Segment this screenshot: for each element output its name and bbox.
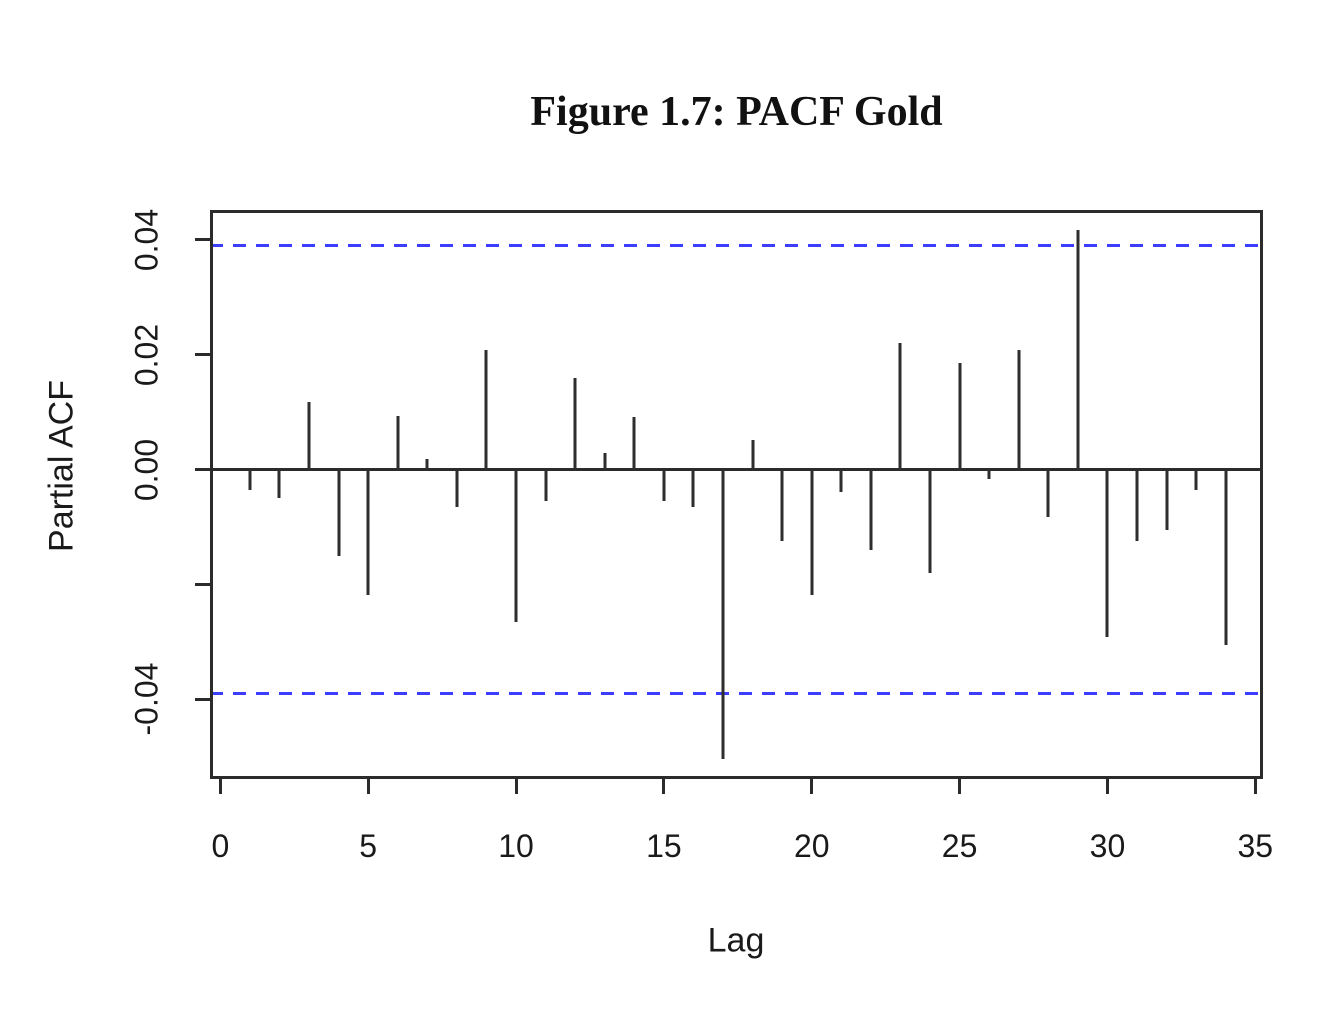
pacf-bar-lag-22: [869, 469, 873, 550]
x-tick-35: [1253, 779, 1257, 794]
pacf-bar-lag-23: [898, 343, 902, 470]
pacf-bar-lag-12: [573, 377, 577, 470]
x-tick-25: [958, 779, 962, 794]
chart-title: Figure 1.7: PACF Gold: [530, 89, 943, 135]
y-tick-label-0.02: 0.02: [128, 323, 165, 386]
x-axis-title: Lag: [707, 921, 765, 960]
pacf-bar-lag-13: [603, 453, 607, 470]
pacf-bar-lag-11: [544, 469, 548, 502]
pacf-bar-lag-6: [396, 415, 400, 470]
pacf-bar-lag-9: [484, 349, 488, 470]
pacf-bar-lag-24: [928, 469, 932, 574]
pacf-bar-lag-16: [691, 469, 695, 508]
pacf-bar-lag-15: [662, 469, 666, 502]
pacf-bar-lag-4: [337, 469, 341, 557]
zero-line: [210, 468, 1263, 472]
x-tick-label-30: 30: [1089, 828, 1126, 864]
pacf-bar-lag-2: [277, 469, 281, 498]
y-axis-title: Partial ACF: [42, 380, 81, 552]
pacf-bar-lag-27: [1017, 349, 1021, 470]
x-tick-label-15: 15: [646, 828, 682, 864]
x-tick-20: [810, 779, 814, 794]
pacf-bar-lag-19: [780, 469, 784, 542]
x-tick-label-0: 0: [211, 828, 230, 864]
y-tick-label-0: 0.00: [128, 438, 165, 501]
x-tick-label-10: 10: [498, 828, 534, 864]
pacf-bar-lag-3: [307, 401, 311, 470]
pacf-bar-lag-29: [1076, 229, 1080, 470]
x-tick-label-35: 35: [1237, 828, 1274, 864]
pacf-bar-lag-8: [455, 469, 459, 508]
y-tick-0: [195, 468, 210, 472]
x-tick-10: [514, 779, 518, 794]
x-tick-30: [1105, 779, 1109, 794]
x-tick-15: [662, 779, 666, 794]
pacf-bar-lag-14: [632, 416, 636, 470]
pacf-bar-lag-5: [366, 469, 370, 596]
pacf-bar-lag-30: [1105, 469, 1109, 637]
pacf-bar-lag-18: [751, 440, 755, 470]
x-tick-0: [218, 779, 222, 794]
pacf-bar-lag-33: [1194, 469, 1198, 490]
pacf-bar-lag-34: [1224, 469, 1228, 646]
plot-area: [210, 210, 1263, 779]
pacf-bar-lag-1: [248, 469, 252, 491]
pacf-bar-lag-28: [1046, 469, 1050, 518]
x-tick-5: [366, 779, 370, 794]
pacf-bar-lag-10: [514, 469, 518, 622]
y-tick-label--0.04: -0.04: [128, 662, 165, 736]
pacf-bar-lag-25: [958, 362, 962, 470]
confidence-band-upper: [210, 244, 1263, 248]
y-tick-label-0.04: 0.04: [128, 208, 165, 271]
y-tick-0.02: [195, 353, 210, 357]
pacf-bar-lag-17: [721, 469, 725, 760]
x-tick-label-5: 5: [359, 828, 378, 864]
y-tick-0.04: [195, 238, 210, 242]
pacf-bar-lag-20: [810, 469, 814, 595]
pacf-bar-lag-26: [987, 469, 991, 479]
confidence-band-lower: [210, 691, 1263, 695]
pacf-bar-lag-32: [1165, 469, 1169, 530]
pacf-bar-lag-31: [1135, 469, 1139, 541]
x-tick-label-25: 25: [941, 828, 978, 864]
pacf-bar-lag-7: [425, 459, 429, 470]
y-tick--0.02: [195, 582, 210, 586]
y-tick--0.04: [195, 697, 210, 701]
x-tick-label-20: 20: [793, 828, 830, 864]
pacf-bar-lag-21: [839, 469, 843, 492]
